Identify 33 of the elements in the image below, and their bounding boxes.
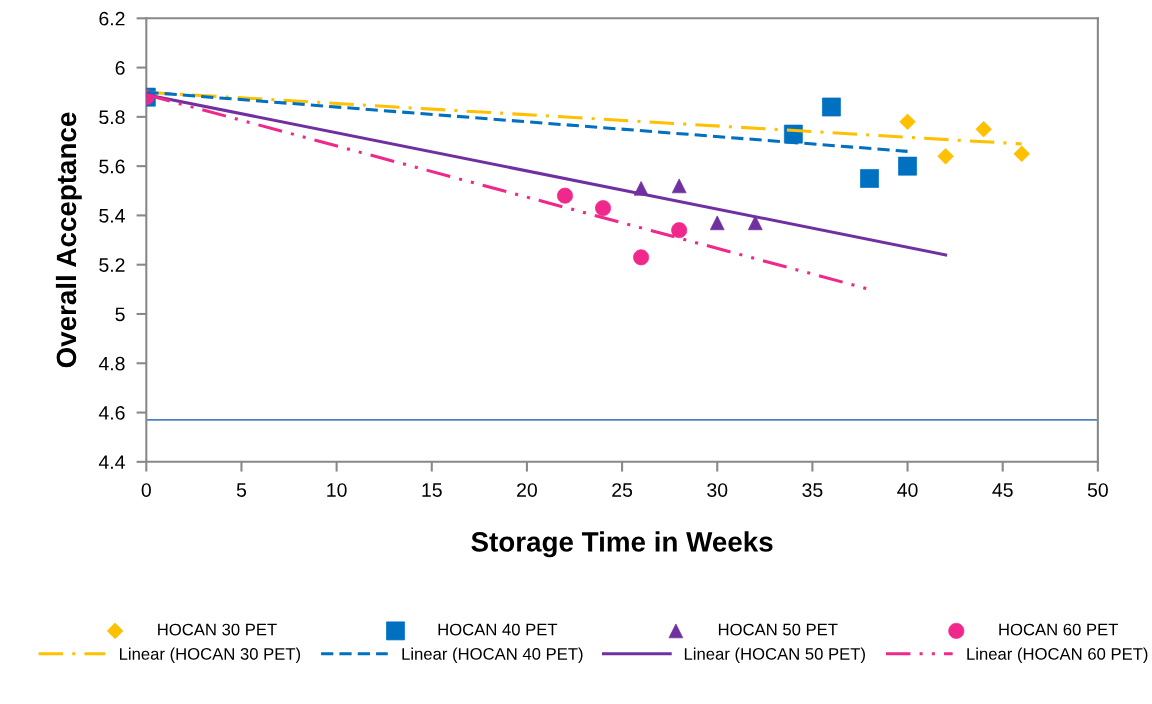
legend-label: Linear (HOCAN 30 PET) bbox=[119, 647, 301, 664]
y-axis-title: Overall Acceptance bbox=[55, 112, 82, 368]
y-tick-label: 6.2 bbox=[99, 11, 125, 26]
y-tick-label: 4.6 bbox=[98, 406, 125, 420]
y-tick-label: 5.2 bbox=[99, 258, 125, 272]
y-tick-label: 6 bbox=[115, 61, 125, 75]
x-tick-label: 20 bbox=[517, 483, 537, 497]
legend-label: HOCAN 30 PET bbox=[158, 623, 277, 636]
legend-label: Linear (HOCAN 60 PET) bbox=[967, 647, 1148, 664]
y-tick-label: 5.6 bbox=[99, 159, 125, 174]
y-tick-label: 5.8 bbox=[99, 110, 125, 125]
x-tick-label: 5 bbox=[236, 483, 247, 497]
x-axis-title: Storage Time in Weeks bbox=[471, 531, 773, 558]
legend-label: HOCAN 60 PET bbox=[999, 623, 1118, 636]
y-tick-label: 5.4 bbox=[99, 209, 125, 223]
x-tick-label: 40 bbox=[897, 483, 918, 497]
point bbox=[595, 200, 612, 217]
x-tick-label: 50 bbox=[1087, 483, 1108, 497]
x-tick-label: 25 bbox=[612, 483, 633, 497]
legend-label: Linear (HOCAN 40 PET) bbox=[402, 647, 583, 664]
x-tick-label: 45 bbox=[992, 483, 1013, 497]
y-tick-label: 4.8 bbox=[98, 356, 125, 371]
legend-label: Linear (HOCAN 50 PET) bbox=[684, 647, 865, 664]
legend-label: HOCAN 40 PET bbox=[438, 623, 558, 636]
y-tick-label: 5 bbox=[115, 307, 125, 322]
legend-label: HOCAN 50 PET bbox=[718, 623, 838, 636]
point bbox=[899, 113, 916, 130]
x-tick-label: 15 bbox=[422, 483, 442, 497]
x-tick-label: 30 bbox=[707, 483, 728, 497]
x-tick-label: 0 bbox=[141, 483, 151, 497]
x-tick-label: 10 bbox=[327, 483, 347, 497]
x-tick-label: 35 bbox=[802, 483, 823, 497]
y-tick-label: 4.4 bbox=[98, 455, 125, 469]
